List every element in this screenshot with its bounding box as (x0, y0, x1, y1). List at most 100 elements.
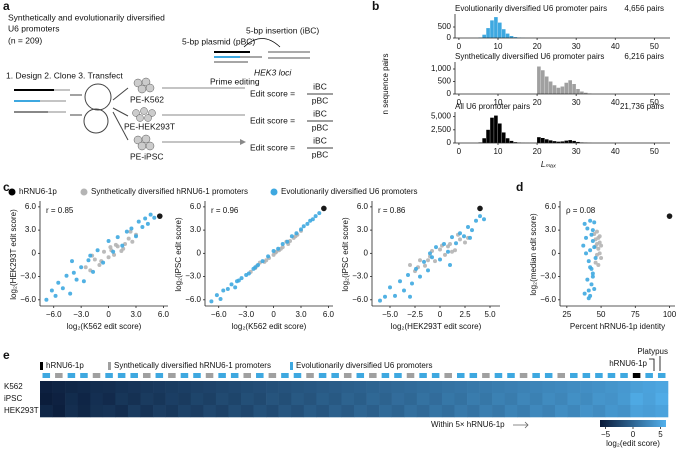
heat-cell (554, 405, 568, 418)
point (585, 226, 590, 231)
heat-cell (529, 405, 543, 418)
heat-cell (454, 381, 468, 394)
point (458, 231, 462, 236)
heat-cell (592, 405, 606, 418)
y-tick-label: −6.0 (185, 295, 201, 304)
point (446, 249, 450, 254)
series-strip (356, 373, 365, 378)
bar (541, 137, 545, 143)
x-axis-label: Percent hRNU6-1p identity (570, 322, 665, 331)
point (597, 234, 602, 239)
point (398, 279, 402, 284)
heat-cell (554, 381, 568, 394)
y-axis-label: log₂(iPSC edit score) (341, 217, 350, 292)
series-strip (394, 373, 402, 378)
cell-line: PE-iPSC (130, 151, 164, 161)
legend-marker (40, 362, 43, 370)
point (129, 226, 134, 231)
point (289, 234, 294, 239)
heat-cell (366, 393, 380, 406)
heat-cell (554, 393, 568, 406)
x-tick-label: 3.0 (295, 310, 307, 319)
heat-cell (102, 393, 116, 406)
heat-cell (278, 405, 292, 418)
heat-cell (354, 393, 367, 406)
heat-cell (642, 405, 656, 418)
point (74, 277, 79, 282)
heat-cell (140, 405, 154, 418)
point (88, 253, 93, 258)
heat-cell (127, 381, 141, 394)
y-tick-label: 3.0 (25, 225, 37, 234)
heat-cell (517, 381, 531, 394)
point (428, 251, 432, 256)
point (586, 259, 591, 264)
hist-note: 21,736 pairs (620, 102, 664, 111)
annotation: r = 0.85 (46, 206, 74, 215)
series-strip (632, 373, 641, 378)
point (422, 259, 426, 264)
bar (537, 137, 541, 143)
heat-cell (479, 393, 493, 406)
heat-cell (190, 381, 204, 394)
point (56, 280, 61, 285)
point (588, 218, 593, 223)
point (86, 258, 91, 263)
point (478, 214, 482, 219)
bar (509, 140, 514, 143)
x-tick-label: −3.0 (238, 310, 254, 319)
series-strip (657, 373, 666, 378)
heat-cell (391, 393, 405, 406)
point (70, 259, 74, 264)
heat-cell (127, 393, 141, 406)
heat-cell (90, 405, 104, 418)
point (589, 282, 594, 287)
point (470, 228, 474, 233)
heat-cell (253, 381, 267, 394)
heat-cell (479, 381, 493, 394)
heat-cell (379, 405, 392, 418)
bar (509, 36, 514, 38)
x-axis-label: log₂(HEK293T edit score) (391, 322, 482, 331)
point (448, 262, 452, 267)
point (256, 262, 261, 267)
point (590, 271, 595, 276)
heat-cell (391, 405, 405, 418)
x-axis-label: log₂(K562 edit score) (232, 322, 307, 331)
series-strip (419, 373, 427, 378)
x-axis-label: Lₘₐₓ (541, 160, 556, 169)
point (239, 276, 244, 281)
heat-cell (65, 381, 78, 394)
point (60, 286, 65, 291)
point (266, 254, 271, 259)
heat-cell (441, 381, 455, 394)
point (442, 242, 446, 247)
x-tick-label: 10 (494, 42, 503, 51)
point (408, 294, 412, 299)
bar (513, 37, 518, 38)
heat-cell (404, 393, 418, 406)
point (44, 297, 49, 302)
y-tick-label: 1,000 (431, 64, 452, 73)
bar (548, 140, 553, 143)
edit-score: Edit score = (250, 88, 295, 98)
heat-cell (40, 393, 53, 406)
heat-cell (291, 381, 305, 394)
heat-cell (165, 381, 179, 394)
series-strip (469, 373, 478, 378)
point (402, 288, 406, 293)
denominator: pBC (312, 95, 329, 105)
point (64, 273, 69, 278)
heat-cell (580, 405, 593, 418)
point (106, 238, 111, 243)
point (278, 246, 283, 251)
heat-cell (341, 393, 355, 406)
y-tick-label: −6.0 (352, 295, 368, 304)
heat-cell (115, 393, 129, 406)
bar (486, 28, 490, 38)
heat-cell (467, 381, 480, 394)
point (102, 249, 106, 254)
point (299, 227, 303, 232)
point (406, 273, 410, 278)
legend-marker (290, 362, 293, 370)
